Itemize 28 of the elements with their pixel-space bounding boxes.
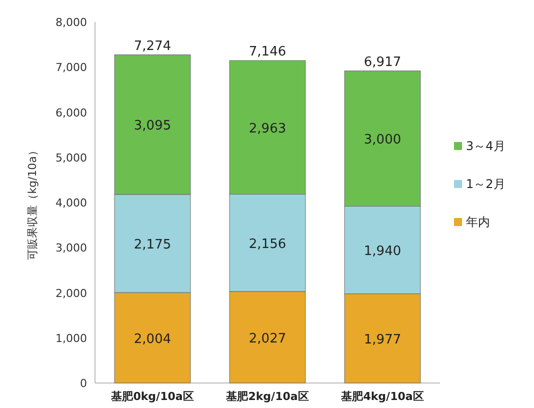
legend-label: 年内 — [466, 215, 490, 229]
total-label: 7,146 — [248, 44, 286, 60]
data-label: 2,027 — [248, 331, 286, 346]
y-tick-label: 7,000 — [56, 61, 87, 74]
y-tick-label: 8,000 — [56, 16, 87, 29]
legend-label: 1～2月 — [466, 177, 506, 191]
total-label: 6,917 — [364, 54, 402, 70]
y-tick-label: 5,000 — [56, 151, 87, 164]
data-label: 2,175 — [134, 237, 172, 252]
y-axis-title: 可販果収量（kg/10a） — [26, 145, 39, 260]
data-label: 2,963 — [248, 121, 286, 136]
x-tick-label: 基肥0kg/10a区 — [110, 390, 194, 403]
x-tick-label: 基肥4kg/10a区 — [340, 390, 424, 403]
total-label: 7,274 — [134, 38, 172, 54]
data-label: 1,977 — [364, 332, 402, 348]
y-tick-label: 6,000 — [56, 106, 87, 120]
x-tick-label: 基肥2kg/10a区 — [225, 390, 309, 403]
y-tick-label: 2,000 — [56, 286, 87, 300]
data-label: 2,004 — [134, 332, 172, 347]
legend-label: 3～4月 — [466, 139, 506, 153]
y-tick-label: 1,000 — [56, 332, 87, 345]
y-tick-label: 0 — [80, 377, 87, 390]
data-label: 2,156 — [248, 236, 286, 252]
data-label: 3,000 — [364, 132, 402, 148]
data-label: 3,095 — [134, 118, 172, 134]
y-tick-label: 3,000 — [56, 242, 87, 255]
y-tick-label: 4,000 — [56, 196, 87, 210]
data-label: 1,940 — [364, 244, 402, 260]
